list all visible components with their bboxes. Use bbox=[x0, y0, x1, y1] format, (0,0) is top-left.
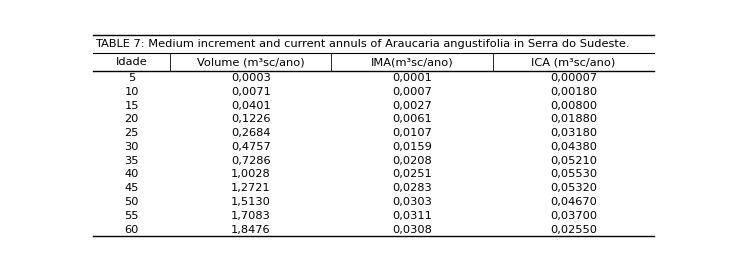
Text: 0,0061: 0,0061 bbox=[392, 114, 432, 124]
Text: 50: 50 bbox=[125, 197, 139, 207]
Text: 0,02550: 0,02550 bbox=[550, 225, 597, 234]
Text: 0,0308: 0,0308 bbox=[392, 225, 432, 234]
Text: 0,0251: 0,0251 bbox=[392, 169, 432, 180]
Text: 60: 60 bbox=[125, 225, 139, 234]
Text: 0,0027: 0,0027 bbox=[392, 100, 432, 111]
Text: 20: 20 bbox=[125, 114, 139, 124]
Text: 0,0003: 0,0003 bbox=[231, 73, 271, 83]
Text: 0,0283: 0,0283 bbox=[392, 183, 432, 193]
Text: 0,4757: 0,4757 bbox=[231, 142, 270, 152]
Text: 1,8476: 1,8476 bbox=[231, 225, 270, 234]
Text: 0,01880: 0,01880 bbox=[550, 114, 597, 124]
Text: TABLE 7: Medium increment and current annuls of Araucaria angustifolia in Serra : TABLE 7: Medium increment and current an… bbox=[95, 39, 630, 49]
Text: 0,00180: 0,00180 bbox=[550, 87, 597, 97]
Text: 5: 5 bbox=[128, 73, 135, 83]
Text: 1,7083: 1,7083 bbox=[231, 211, 271, 221]
Text: 0,00007: 0,00007 bbox=[550, 73, 597, 83]
Text: 0,1226: 0,1226 bbox=[231, 114, 270, 124]
Text: 0,05210: 0,05210 bbox=[550, 156, 597, 166]
Text: 1,2721: 1,2721 bbox=[231, 183, 270, 193]
Text: 1,0028: 1,0028 bbox=[231, 169, 270, 180]
Text: 0,2684: 0,2684 bbox=[231, 128, 270, 138]
Text: 0,0001: 0,0001 bbox=[392, 73, 432, 83]
Text: ICA (m³sc/ano): ICA (m³sc/ano) bbox=[531, 57, 616, 67]
Text: 0,03180: 0,03180 bbox=[550, 128, 597, 138]
Text: 30: 30 bbox=[125, 142, 139, 152]
Text: 0,0159: 0,0159 bbox=[392, 142, 432, 152]
Text: 0,0107: 0,0107 bbox=[392, 128, 432, 138]
Text: 25: 25 bbox=[125, 128, 139, 138]
Text: 45: 45 bbox=[125, 183, 139, 193]
Text: 40: 40 bbox=[125, 169, 139, 180]
Text: 0,0208: 0,0208 bbox=[392, 156, 432, 166]
Text: 55: 55 bbox=[125, 211, 139, 221]
Text: 0,05320: 0,05320 bbox=[550, 183, 597, 193]
Text: 0,04670: 0,04670 bbox=[550, 197, 597, 207]
Text: 0,0311: 0,0311 bbox=[392, 211, 432, 221]
Text: 0,0007: 0,0007 bbox=[392, 87, 432, 97]
Text: IMA(m³sc/ano): IMA(m³sc/ano) bbox=[371, 57, 453, 67]
Text: 1,5130: 1,5130 bbox=[231, 197, 271, 207]
Text: 0,03700: 0,03700 bbox=[550, 211, 597, 221]
Text: 10: 10 bbox=[125, 87, 139, 97]
Text: 15: 15 bbox=[125, 100, 139, 111]
Text: Idade: Idade bbox=[116, 57, 147, 67]
Text: 0,00800: 0,00800 bbox=[550, 100, 597, 111]
Text: 0,0071: 0,0071 bbox=[231, 87, 271, 97]
Text: 0,05530: 0,05530 bbox=[550, 169, 597, 180]
Text: 0,7286: 0,7286 bbox=[231, 156, 270, 166]
Text: 35: 35 bbox=[125, 156, 139, 166]
Text: 0,04380: 0,04380 bbox=[550, 142, 597, 152]
Text: 0,0303: 0,0303 bbox=[392, 197, 432, 207]
Text: Volume (m³sc/ano): Volume (m³sc/ano) bbox=[197, 57, 305, 67]
Text: 0,0401: 0,0401 bbox=[231, 100, 270, 111]
